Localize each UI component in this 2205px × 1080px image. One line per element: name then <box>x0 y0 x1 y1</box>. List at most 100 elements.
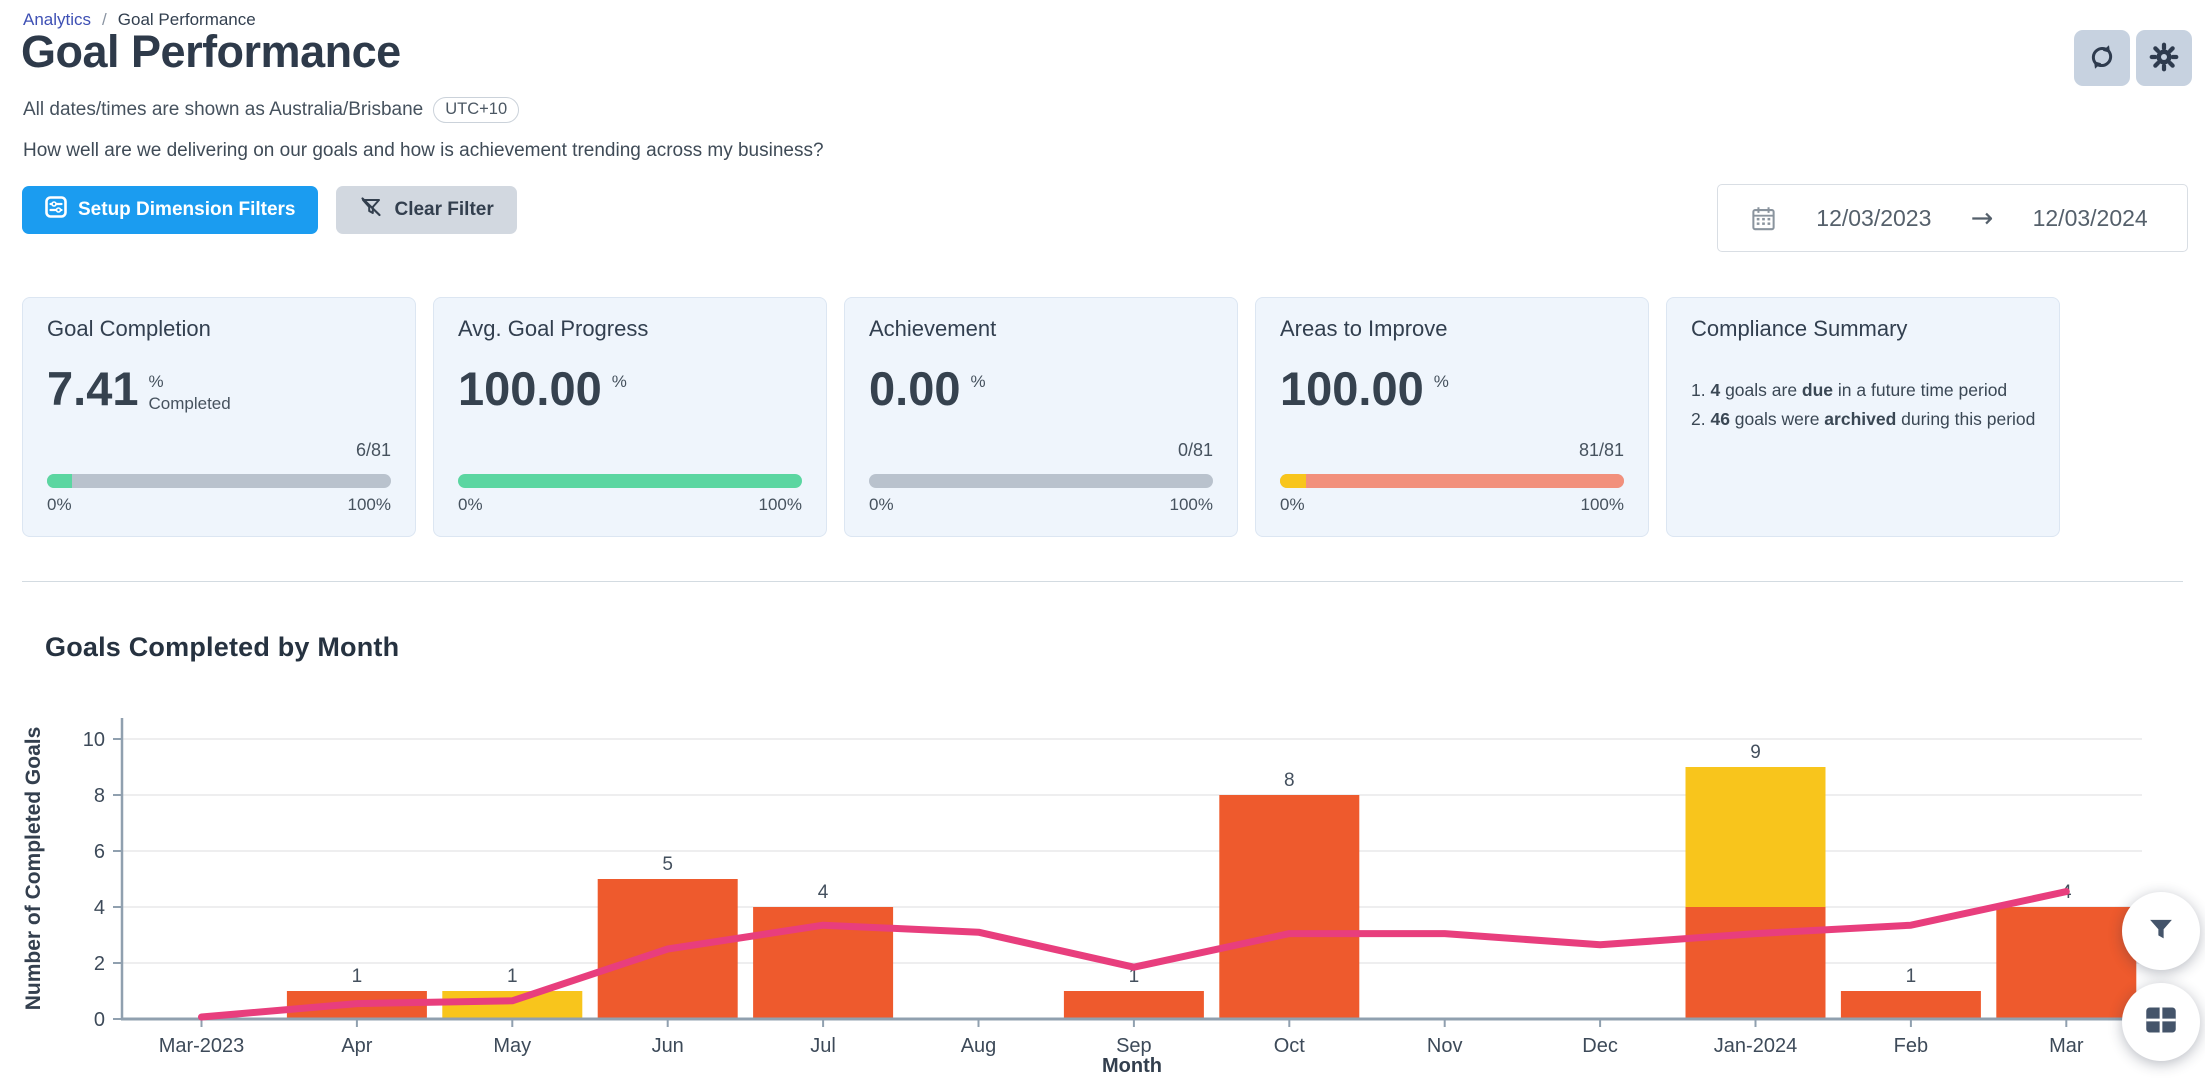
bar-segment <box>1996 907 2137 1019</box>
trend-line <box>198 888 2070 1021</box>
kpi-progress-bar <box>1280 474 1624 488</box>
page-title: Goal Performance <box>21 26 401 77</box>
kpi-progress-scale: 0% 100% <box>47 495 391 514</box>
y-tick-label: 0 <box>94 1009 105 1031</box>
kpi-unit: % <box>970 372 986 391</box>
dimension-sliders-icon <box>45 196 67 224</box>
y-tick-label: 10 <box>83 729 105 751</box>
kpi-title: Areas to Improve <box>1280 316 1448 341</box>
kpi-metric: 100.00 % <box>1280 362 1449 416</box>
x-tick-label: Dec <box>1582 1035 1618 1057</box>
refresh-button[interactable] <box>2074 30 2130 86</box>
x-tick-label: Mar-2023 <box>159 1035 245 1057</box>
kpi-metric: 7.41 % Completed <box>47 362 231 416</box>
x-tick-label: Jun <box>652 1035 684 1057</box>
kpi-fraction: 0/81 <box>1177 440 1213 460</box>
section-divider <box>22 581 2183 582</box>
settings-button[interactable] <box>2136 30 2192 86</box>
bar-segment <box>1685 907 1826 1019</box>
x-tick-label: Nov <box>1427 1035 1463 1057</box>
kpi-fraction: 81/81 <box>1578 440 1624 460</box>
bar-value-label: 9 <box>1750 742 1761 763</box>
goals-completed-chart: 1 1 5 4 1 8 9 1 4 0 2 4 6 8 10 Mar-2023 Apr May Jun Jul Aug S… <box>0 690 2205 1077</box>
date-range-start: 12/03/2023 <box>1816 204 1932 231</box>
breadcrumb-analytics-link[interactable]: Analytics <box>23 10 92 29</box>
clear-filter-button[interactable]: Clear Filter <box>336 186 517 234</box>
chart-title: Goals Completed by Month <box>45 632 400 662</box>
kpi-progress-scale: 0% 100% <box>1280 495 1624 514</box>
y-tick-label: 2 <box>94 953 105 975</box>
kpi-progress-bar <box>458 474 802 488</box>
setup-dimension-filters-label: Setup Dimension Filters <box>78 199 296 220</box>
kpi-value: 0.00 <box>869 362 961 415</box>
kpi-title: Goal Completion <box>47 316 211 341</box>
bar-segment <box>1219 795 1360 1019</box>
bar-value-label: 1 <box>352 966 363 987</box>
kpi-card-achievement: Achievement 0.00 % 0/81 0% 100% <box>844 297 1238 537</box>
kpi-progress-bar <box>47 474 391 488</box>
x-tick-label: Mar <box>2049 1035 2084 1057</box>
chart-table-fab[interactable] <box>2122 983 2200 1061</box>
kpi-card-avg-goal-progress: Avg. Goal Progress 100.00 % 0% 100% <box>433 297 827 537</box>
filter-funnel-icon <box>2145 913 2177 950</box>
bar-value-label: 1 <box>1906 966 1917 987</box>
date-range-picker[interactable]: 12/03/2023 → 12/03/2024 <box>1717 184 2188 252</box>
bar-value-label: 1 <box>507 966 518 987</box>
kpi-fraction: 6/81 <box>355 440 391 460</box>
breadcrumb-current: Goal Performance <box>117 10 256 29</box>
compliance-item: 2. 46 goals were archived during this pe… <box>1691 409 2036 429</box>
bar-segment <box>1685 767 1826 907</box>
compliance-list: 1. 4 goals are due in a future time peri… <box>1691 376 2035 434</box>
bar-value-label: 8 <box>1284 770 1295 791</box>
compliance-item: 1. 4 goals are due in a future time peri… <box>1691 380 2008 400</box>
progress-segment <box>458 474 802 488</box>
x-tick-label: Sep <box>1116 1035 1152 1057</box>
table-grid-icon <box>2144 1005 2178 1040</box>
progress-segment <box>47 474 73 488</box>
kpi-card-compliance-summary: Compliance Summary 1. 4 goals are due in… <box>1666 297 2060 537</box>
kpi-value: 100.00 <box>1280 362 1424 415</box>
bar-value-label: 4 <box>818 882 829 903</box>
bar-segment <box>1840 991 1981 1019</box>
y-axis-title: Number of Completed Goals <box>22 727 45 1011</box>
bar-value-label: 1 <box>1129 966 1140 987</box>
kpi-card-row: Goal Completion 7.41 % Completed 6/81 0%… <box>22 297 2060 537</box>
kpi-title: Achievement <box>869 316 997 341</box>
clear-filter-label: Clear Filter <box>394 199 494 220</box>
kpi-unit: % <box>611 372 627 391</box>
progress-segment <box>1305 474 1624 488</box>
calendar-icon <box>1750 205 1777 232</box>
breadcrumb-separator: / <box>102 10 107 29</box>
kpi-metric: 100.00 % <box>458 362 627 416</box>
x-tick-label: Feb <box>1894 1035 1928 1057</box>
kpi-progress-scale: 0% 100% <box>458 495 802 514</box>
timezone-badge: UTC+10 <box>433 97 520 123</box>
kpi-metric: 0.00 % <box>869 362 986 416</box>
kpi-value: 100.00 <box>458 362 602 415</box>
x-axis-title: Month <box>1102 1055 1162 1075</box>
timezone-note: All dates/times are shown as Australia/B… <box>23 99 424 120</box>
kpi-value: 7.41 <box>47 362 139 415</box>
kpi-unit: % <box>1433 372 1449 391</box>
page-description: How well are we delivering on our goals … <box>23 140 824 161</box>
setup-dimension-filters-button[interactable]: Setup Dimension Filters <box>22 186 319 234</box>
date-range-end: 12/03/2024 <box>2032 204 2148 231</box>
bar-segment <box>1063 991 1204 1019</box>
progress-segment <box>1280 474 1306 488</box>
kpi-progress-scale: 0% 100% <box>869 495 1213 514</box>
refresh-icon <box>2087 42 2117 75</box>
kpi-progress-bar <box>869 474 1213 488</box>
kpi-title: Compliance Summary <box>1691 316 1908 341</box>
chart-filter-fab[interactable] <box>2122 892 2200 970</box>
toolbar: Setup Dimension Filters Clear Filter <box>22 186 517 234</box>
kpi-card-goal-completion: Goal Completion 7.41 % Completed 6/81 0%… <box>22 297 416 537</box>
arrow-right-icon: → <box>1970 202 1994 234</box>
kpi-card-areas-to-improve: Areas to Improve 100.00 % 81/81 0% 100% <box>1255 297 1649 537</box>
kpi-title: Avg. Goal Progress <box>458 316 649 341</box>
timezone-note-row: All dates/times are shown as Australia/B… <box>23 97 520 123</box>
y-tick-label: 8 <box>94 785 105 807</box>
gear-icon <box>2149 42 2179 75</box>
breadcrumb: Analytics / Goal Performance <box>23 10 256 30</box>
filter-slash-icon <box>359 195 383 225</box>
